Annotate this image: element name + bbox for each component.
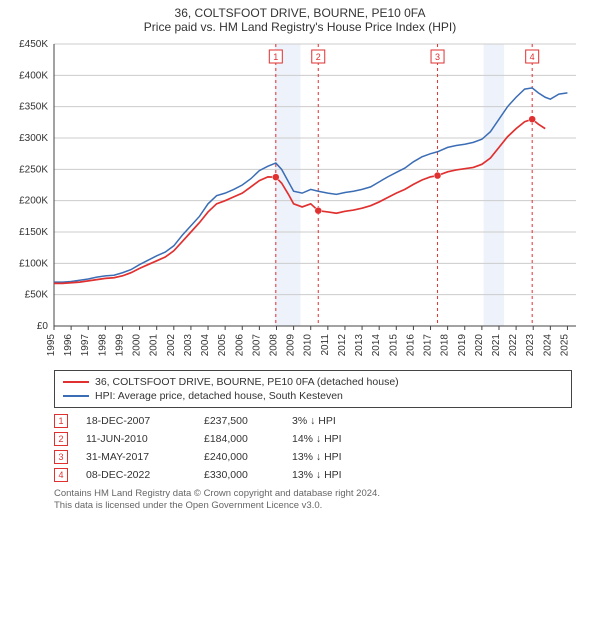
svg-text:2006: 2006 [234,334,245,357]
sale-price: £184,000 [204,433,274,445]
svg-text:1998: 1998 [97,334,108,357]
sale-diff: 14% ↓ HPI [292,433,372,445]
sale-price: £330,000 [204,469,274,481]
svg-text:2004: 2004 [200,334,211,357]
svg-text:2023: 2023 [525,334,536,357]
svg-text:2017: 2017 [423,334,434,357]
svg-text:£200K: £200K [19,196,48,207]
svg-text:2016: 2016 [405,334,416,357]
svg-text:£350K: £350K [19,102,48,113]
legend-label: 36, COLTSFOOT DRIVE, BOURNE, PE10 0FA (d… [95,376,399,388]
legend-swatch [63,395,89,397]
sale-date: 31-MAY-2017 [86,451,186,463]
legend-row: 36, COLTSFOOT DRIVE, BOURNE, PE10 0FA (d… [63,375,563,389]
svg-text:2013: 2013 [354,334,365,357]
svg-text:2014: 2014 [371,334,382,357]
svg-text:2003: 2003 [183,334,194,357]
legend-swatch [63,381,89,383]
svg-text:2025: 2025 [559,334,570,357]
footnote-line1: Contains HM Land Registry data © Crown c… [54,488,572,500]
svg-text:3: 3 [435,52,440,62]
svg-text:£0: £0 [37,321,49,332]
svg-text:1996: 1996 [63,334,74,357]
svg-text:2012: 2012 [337,334,348,357]
price-chart: £0 £50K £100K £150K £200K £250K £300K £350K £400… [0,36,600,364]
svg-text:£400K: £400K [19,70,48,81]
sale-marker-box: 4 [54,468,68,482]
svg-text:2022: 2022 [508,334,519,357]
svg-text:2018: 2018 [440,334,451,357]
sale-diff: 3% ↓ HPI [292,415,372,427]
legend-row: HPI: Average price, detached house, Sout… [63,389,563,403]
legend-label: HPI: Average price, detached house, Sout… [95,390,343,402]
sale-marker-box: 1 [54,414,68,428]
svg-text:2005: 2005 [217,334,228,357]
svg-text:2001: 2001 [149,334,160,357]
svg-text:1995: 1995 [46,334,57,357]
sale-price: £240,000 [204,451,274,463]
svg-text:2000: 2000 [132,334,143,357]
svg-text:2009: 2009 [286,334,297,357]
svg-text:2024: 2024 [542,334,553,357]
svg-text:2011: 2011 [320,334,331,356]
title-address: 36, COLTSFOOT DRIVE, BOURNE, PE10 0FA [4,6,596,20]
svg-text:4: 4 [530,52,535,62]
svg-text:£450K: £450K [19,39,48,50]
svg-text:2002: 2002 [166,334,177,357]
svg-text:2008: 2008 [268,334,279,357]
sales-row: 3 31-MAY-2017 £240,000 13% ↓ HPI [54,448,572,466]
sale-date: 08-DEC-2022 [86,469,186,481]
sale-date: 11-JUN-2010 [86,433,186,445]
svg-text:1: 1 [273,52,278,62]
svg-text:£100K: £100K [19,258,48,269]
svg-text:2010: 2010 [303,334,314,357]
svg-text:2021: 2021 [491,334,502,357]
sale-price: £237,500 [204,415,274,427]
sale-diff: 13% ↓ HPI [292,451,372,463]
sales-row: 2 11-JUN-2010 £184,000 14% ↓ HPI [54,430,572,448]
svg-text:2019: 2019 [457,334,468,357]
svg-text:2: 2 [316,52,321,62]
svg-text:2015: 2015 [388,334,399,357]
footnote-line2: This data is licensed under the Open Gov… [54,500,572,512]
svg-text:£150K: £150K [19,227,48,238]
sale-marker-box: 3 [54,450,68,464]
svg-text:£50K: £50K [25,290,49,301]
svg-text:£250K: £250K [19,164,48,175]
legend: 36, COLTSFOOT DRIVE, BOURNE, PE10 0FA (d… [54,370,572,408]
sales-row: 4 08-DEC-2022 £330,000 13% ↓ HPI [54,466,572,484]
sale-marker-box: 2 [54,432,68,446]
sales-row: 1 18-DEC-2007 £237,500 3% ↓ HPI [54,412,572,430]
footnote: Contains HM Land Registry data © Crown c… [54,488,572,512]
svg-text:£300K: £300K [19,133,48,144]
sale-date: 18-DEC-2007 [86,415,186,427]
title-subtitle: Price paid vs. HM Land Registry's House … [4,20,596,34]
sales-table: 1 18-DEC-2007 £237,500 3% ↓ HPI 2 11-JUN-2010… [54,412,572,484]
sale-diff: 13% ↓ HPI [292,469,372,481]
svg-text:2007: 2007 [251,334,262,357]
svg-text:1999: 1999 [114,334,125,357]
svg-text:1997: 1997 [80,334,91,357]
svg-text:2020: 2020 [474,334,485,357]
